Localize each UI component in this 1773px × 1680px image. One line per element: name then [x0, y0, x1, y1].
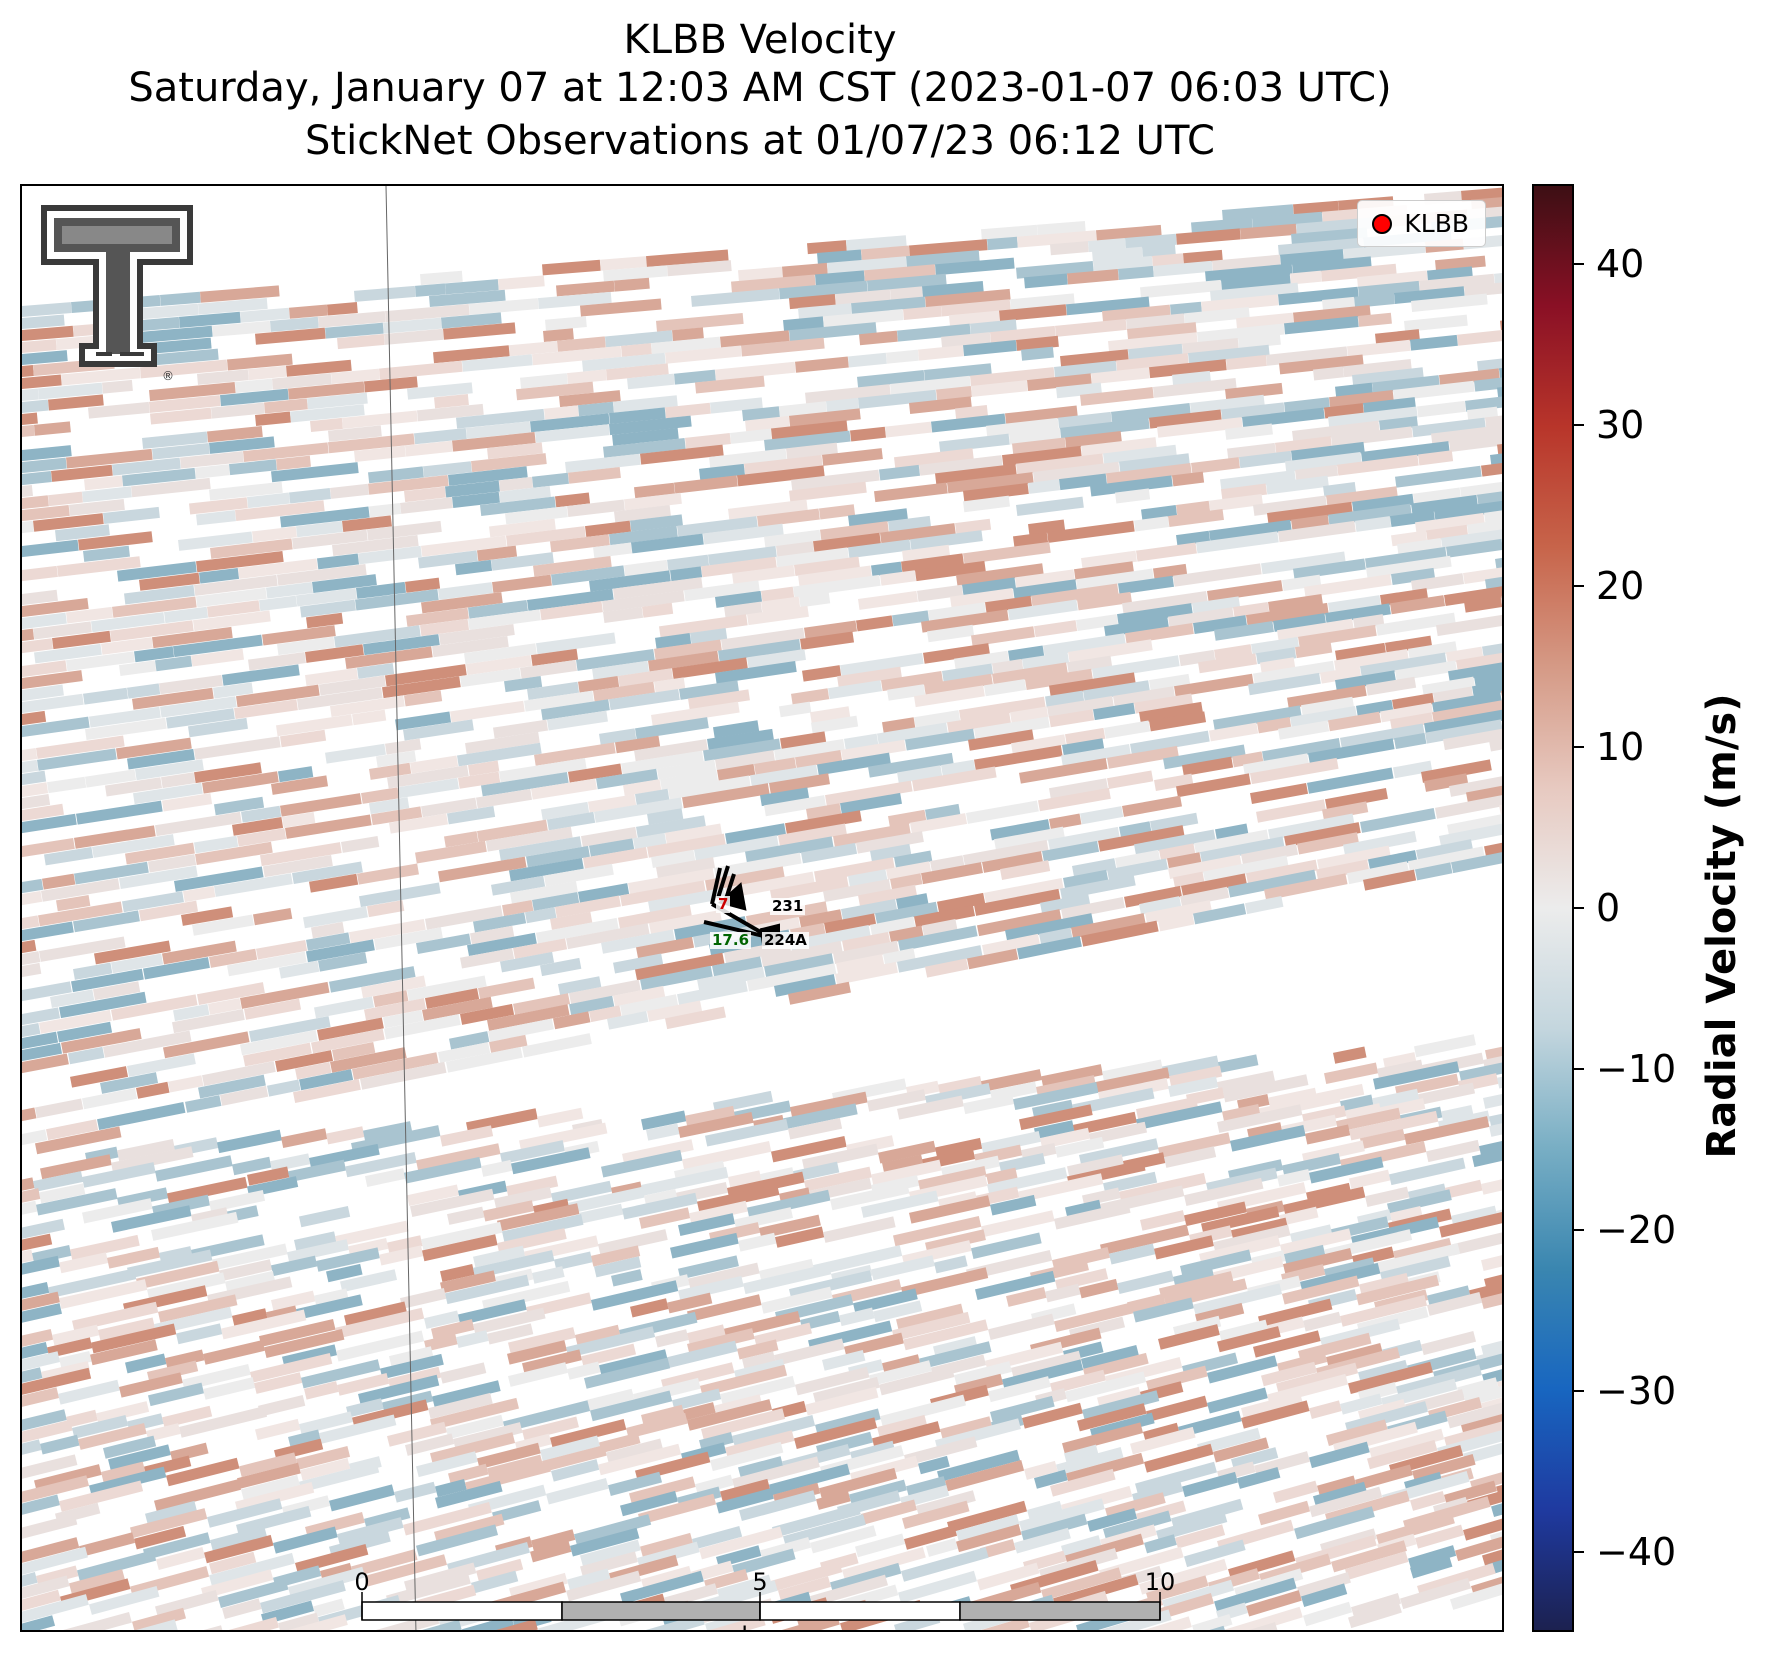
colorbar-tick [1574, 1067, 1584, 1070]
colorbar-tick-label: 10 [1596, 725, 1645, 770]
scale-bar: 0 5 10 km [354, 1568, 1176, 1632]
colorbar-tick-label: −30 [1596, 1368, 1677, 1413]
radar-map[interactable]: ® KLBB 0 5 10 km 7 231 17.6 224A [20, 184, 1504, 1632]
scale-tick-10: 10 [1145, 1568, 1176, 1596]
colorbar-tick [1574, 263, 1584, 266]
colorbar-tick-label: 40 [1596, 242, 1645, 287]
colorbar-tick [1574, 424, 1584, 427]
station-markers [703, 865, 780, 947]
map-subtitle-observations: StickNet Observations at 01/07/23 06:12 … [305, 118, 1215, 164]
colorbar-tick [1574, 1389, 1584, 1392]
colorbar [1532, 184, 1574, 1632]
colorbar-title: Radial Velocity (m/s) [1699, 693, 1745, 1159]
colorbar-tick [1574, 907, 1584, 909]
station-value: 17.6 [710, 931, 752, 949]
colorbar-tick [1574, 746, 1584, 749]
svg-text:®: ® [162, 369, 174, 383]
legend-label: KLBB [1404, 209, 1469, 238]
station-id-label: 224A [762, 931, 809, 949]
county-boundary-line [385, 186, 417, 1630]
radar-velocity-field [22, 186, 1502, 1630]
colorbar-tick [1574, 1228, 1584, 1231]
colorbar-tick-label: −40 [1596, 1529, 1677, 1574]
colorbar-tick-label: 30 [1596, 403, 1645, 448]
colorbar-tick-label: 20 [1596, 564, 1645, 609]
colorbar-tick-label: −10 [1596, 1046, 1677, 1091]
scale-unit: km [741, 1622, 778, 1632]
map-title: KLBB Velocity [623, 17, 897, 63]
texas-tech-logo: ® [41, 205, 193, 383]
colorbar-tick-label: 0 [1596, 886, 1621, 930]
scale-tick-0: 0 [354, 1568, 369, 1596]
colorbar-tick-label: −20 [1596, 1207, 1677, 1252]
station-value: 7 [716, 895, 731, 913]
scale-tick-5: 5 [752, 1568, 767, 1596]
velocity-gates [22, 187, 1502, 1630]
map-legend: KLBB [1357, 200, 1486, 247]
map-subtitle-time: Saturday, January 07 at 12:03 AM CST (20… [128, 65, 1392, 111]
station-id-label: 231 [770, 897, 806, 915]
colorbar-tick [1574, 1550, 1584, 1553]
radar-site-marker-icon [1372, 213, 1393, 234]
colorbar-tick [1574, 585, 1584, 588]
